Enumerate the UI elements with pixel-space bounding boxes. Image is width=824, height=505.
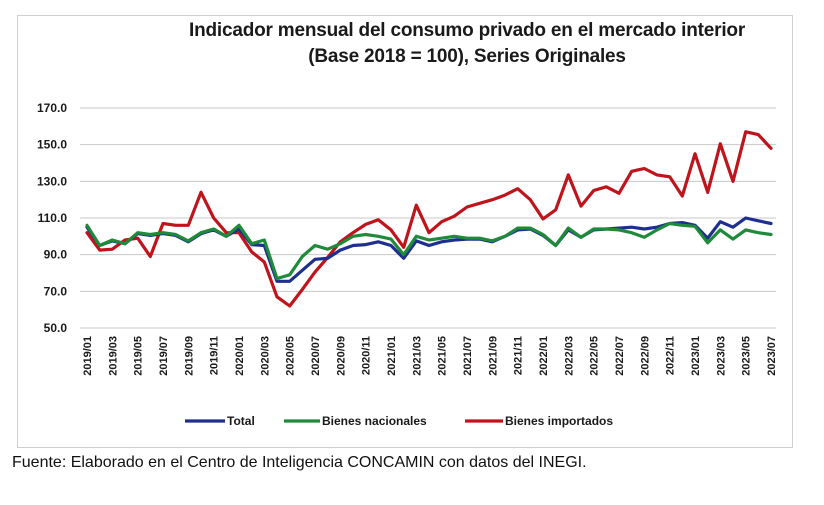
x-tick-label: 2021/03 (411, 336, 423, 376)
x-tick-label: 2023/07 (766, 336, 778, 376)
y-axis: 170.0 150.0 130.0 110.0 90.0 70.0 50.0 (37, 101, 67, 335)
chart-title-line1: Indicador mensual del consumo privado en… (188, 20, 746, 41)
x-tick-label: 2019/05 (133, 336, 145, 376)
chart-title: Indicador mensual del consumo privado en… (0, 18, 824, 70)
y-tick-label: 50.0 (44, 321, 68, 335)
series-line-bienes-nacionales (85, 221, 773, 281)
series-lines (85, 130, 773, 308)
x-tick-label: 2022/09 (639, 336, 651, 376)
legend-label: Total (227, 414, 255, 428)
legend-label: Bienes nacionales (322, 414, 427, 428)
x-tick-label: 2023/01 (690, 336, 702, 376)
legend-item: Bienes importados (465, 414, 613, 428)
legend-label: Bienes importados (505, 414, 613, 428)
x-tick-label: 2020/07 (310, 336, 322, 376)
x-tick-label: 2022/07 (614, 336, 626, 376)
x-tick-label: 2020/11 (361, 336, 373, 375)
x-tick-label: 2021/05 (437, 336, 449, 376)
x-tick-label: 2021/11 (513, 336, 525, 375)
x-tick-label: 2020/01 (234, 336, 246, 376)
y-tick-label: 130.0 (37, 174, 67, 188)
x-tick-label: 2020/05 (285, 336, 297, 376)
x-tick-label: 2021/07 (462, 336, 474, 376)
x-tick-label: 2022/03 (563, 336, 575, 376)
x-tick-label: 2022/01 (538, 336, 550, 376)
y-tick-label: 110.0 (38, 211, 68, 225)
y-tick-label: 170.0 (37, 101, 67, 115)
gridlines (80, 107, 776, 329)
x-axis: 2019/01 2019/03 2019/05 2019/07 2019/09 2019/… (82, 336, 778, 376)
x-tick-label: 2022/05 (589, 336, 601, 376)
x-tick-label: 2019/11 (209, 336, 221, 375)
x-tick-label: 2019/03 (107, 336, 119, 376)
chart-title-line2: (Base 2018 = 100), Series Originales (308, 46, 626, 67)
x-tick-label: 2021/09 (487, 336, 499, 376)
x-tick-label: 2023/05 (741, 336, 753, 376)
legend-item: Bienes nacionales (284, 414, 427, 428)
x-tick-label: 2021/01 (386, 336, 398, 376)
y-tick-label: 150.0 (37, 138, 67, 152)
source-footnote: Fuente: Elaborado en el Centro de Inteli… (12, 454, 587, 471)
x-tick-label: 2020/03 (259, 336, 271, 376)
y-tick-label: 90.0 (44, 248, 68, 262)
x-tick-label: 2019/01 (82, 336, 94, 376)
legend-item: Total (185, 414, 255, 428)
chart-frame (17, 15, 793, 448)
legend: Total Bienes nacionales Bienes importados (185, 414, 613, 428)
x-tick-label: 2022/11 (665, 336, 677, 375)
x-tick-label: 2019/07 (158, 336, 170, 376)
x-tick-label: 2020/09 (335, 336, 347, 376)
series-line-bienes-importados (85, 130, 773, 308)
x-tick-label: 2023/03 (715, 336, 727, 376)
series-line-total (85, 216, 773, 283)
y-tick-label: 70.0 (44, 284, 68, 298)
x-tick-label: 2019/09 (183, 336, 195, 376)
